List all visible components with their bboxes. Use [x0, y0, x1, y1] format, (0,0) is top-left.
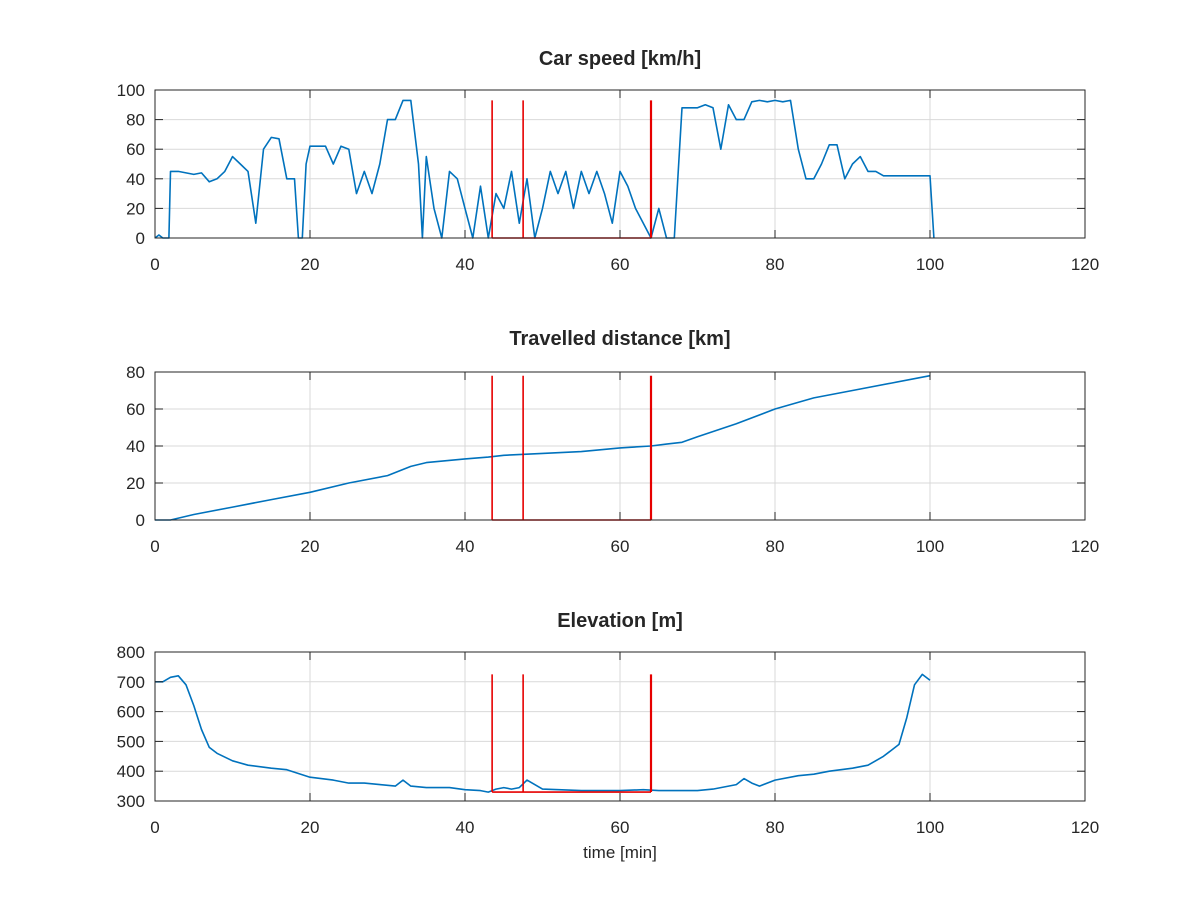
elevation-y-tick-label: 700	[117, 673, 145, 692]
elevation-plot-area: 0 20 40 60 80 100 120 300 400 500 600 700 800	[117, 643, 1100, 837]
distance-x-tick-label: 80	[766, 537, 785, 556]
speed-x-tick-label: 40	[456, 255, 475, 274]
elevation-x-tick-label: 0	[150, 818, 159, 837]
elevation-series-line	[155, 673, 931, 793]
distance-chart-title: Travelled distance [km]	[509, 328, 730, 350]
subplot-speed: Car speed [km/h] 0 20 40 60 80 100 120 0 20 40 60 8…	[117, 48, 1100, 274]
speed-y-tick-label: 0	[136, 229, 145, 248]
speed-x-tick-label: 60	[611, 255, 630, 274]
distance-series-line	[155, 374, 931, 521]
speed-y-tick-label: 60	[126, 140, 145, 159]
elevation-x-tick-label: 20	[301, 818, 320, 837]
speed-y-tick-label: 40	[126, 170, 145, 189]
distance-x-tick-label: 100	[916, 537, 944, 556]
speed-y-tick-label: 20	[126, 199, 145, 218]
speed-x-tick-label: 0	[150, 255, 159, 274]
elevation-y-tick-label: 300	[117, 792, 145, 811]
elevation-chart-title: Elevation [m]	[557, 610, 683, 632]
elevation-y-tick-label: 500	[117, 732, 145, 751]
distance-plot-area: 0 20 40 60 80 100 120 0 20 40 60 80	[126, 363, 1099, 556]
subplot-distance: Travelled distance [km] 0 20 40 60 80 100 1200…	[126, 328, 1099, 556]
speed-x-tick-label: 100	[916, 255, 944, 274]
elevation-x-tick-label: 80	[766, 818, 785, 837]
distance-y-tick-label: 0	[136, 511, 145, 530]
speed-plot-area: 0 20 40 60 80 100 120 0 20 40 60 80 100	[117, 81, 1100, 274]
distance-y-tick-label: 60	[126, 400, 145, 419]
distance-x-tick-label: 0	[150, 537, 159, 556]
elevation-x-tick-label: 60	[611, 818, 630, 837]
distance-y-tick-label: 80	[126, 363, 145, 382]
speed-y-tick-label: 80	[126, 111, 145, 130]
speed-chart-title: Car speed [km/h]	[539, 48, 701, 70]
elevation-y-tick-label: 600	[117, 703, 145, 722]
speed-x-tick-label: 20	[301, 255, 320, 274]
elevation-y-tick-label: 800	[117, 643, 145, 662]
elevation-x-axis-label: time [min]	[583, 843, 657, 862]
elevation-x-tick-label: 120	[1071, 818, 1099, 837]
distance-y-tick-label: 20	[126, 474, 145, 493]
elevation-y-tick-label: 400	[117, 762, 145, 781]
speed-y-tick-label: 100	[117, 81, 145, 100]
distance-x-tick-label: 120	[1071, 537, 1099, 556]
elevation-x-tick-label: 40	[456, 818, 475, 837]
elevation-x-tick-label: 100	[916, 818, 944, 837]
speed-x-tick-label: 120	[1071, 255, 1099, 274]
distance-x-tick-label: 40	[456, 537, 475, 556]
subplot-elevation: Elevation [m] 0 20 40 60 80 100 120 300 400 500 60…	[117, 610, 1100, 862]
distance-x-tick-label: 60	[611, 537, 630, 556]
speed-series-line	[154, 99, 935, 239]
distance-x-tick-label: 20	[301, 537, 320, 556]
distance-y-tick-label: 40	[126, 437, 145, 456]
speed-x-tick-label: 80	[766, 255, 785, 274]
